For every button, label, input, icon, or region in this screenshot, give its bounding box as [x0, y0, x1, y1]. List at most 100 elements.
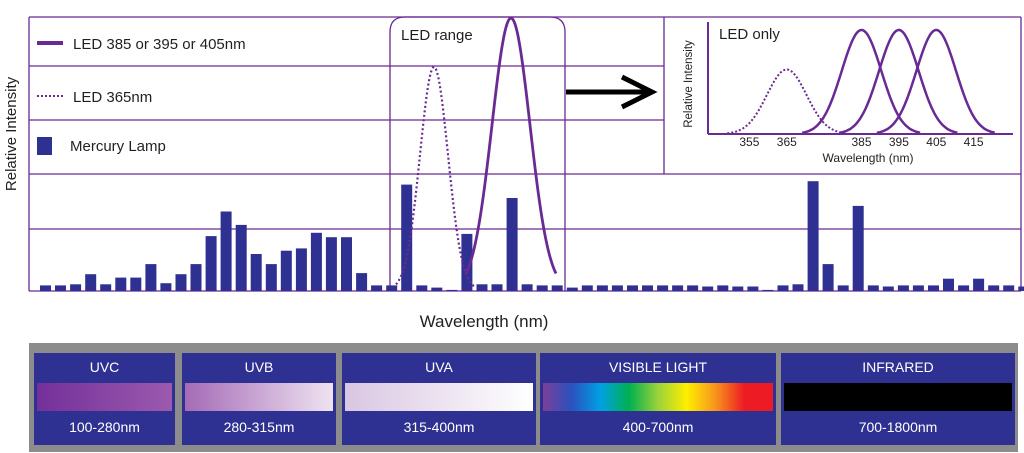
chart-grid	[28, 16, 1022, 292]
mercury-bar	[581, 285, 593, 291]
band-gradient	[543, 383, 773, 411]
mercury-bar	[310, 232, 322, 291]
band-range: 315-400nm	[403, 419, 475, 435]
mercury-bar	[250, 254, 262, 291]
mercury-bar	[190, 264, 202, 291]
inset-title: LED only	[719, 26, 780, 43]
mercury-bar	[386, 285, 398, 291]
band-title: INFRARED	[862, 359, 934, 375]
mercury-bar	[551, 285, 563, 291]
mercury-bar	[70, 284, 82, 291]
inset-ylabel: Relative Intensity	[683, 40, 695, 128]
mercury-bar	[943, 278, 954, 291]
mercury-bar	[55, 285, 66, 291]
mercury-bar	[657, 285, 669, 291]
y-axis-label: Relative Intensity	[3, 76, 20, 191]
mercury-bar	[747, 286, 759, 291]
mercury-bar	[717, 285, 729, 291]
led-range-label: LED range	[401, 27, 473, 44]
band-gradient	[185, 383, 333, 411]
mercury-bar	[882, 286, 894, 291]
band-uva: UVA 315-400nm	[342, 353, 536, 445]
mercury-bar	[822, 264, 834, 291]
band-title: UVB	[244, 359, 274, 375]
mercury-bar	[897, 285, 909, 291]
mercury-bar	[130, 277, 142, 291]
band-range: 700-1800nm	[858, 419, 938, 435]
inset-tick-label: 355	[739, 135, 759, 149]
led-365-curve	[395, 65, 477, 289]
led-385-395-405-curve	[464, 16, 558, 275]
mercury-bar	[627, 285, 638, 291]
mercury-bar	[371, 285, 383, 291]
inset-curve-365	[727, 68, 846, 135]
band-infrared: INFRARED 700-1800nm	[781, 353, 1015, 445]
inset-curve-385	[801, 28, 921, 135]
mercury-bar	[40, 285, 51, 291]
mercury-bar	[867, 285, 879, 291]
mercury-bar	[521, 284, 533, 291]
inset-tick-label: 395	[889, 135, 909, 149]
mercury-bar	[401, 184, 413, 291]
mercury-bar	[461, 233, 473, 291]
legend-label: Mercury Lamp	[70, 138, 166, 155]
mercury-bar	[536, 285, 548, 291]
mercury-bar	[807, 181, 819, 291]
band-range: 100-280nm	[69, 419, 140, 435]
mercury-bar	[491, 284, 503, 291]
mercury-bar	[100, 284, 112, 291]
mercury-bar	[1018, 286, 1024, 291]
band-range: 280-315nm	[223, 419, 295, 435]
legend-label: LED 365nm	[73, 89, 152, 106]
mercury-bar	[280, 250, 292, 291]
led-range-box	[389, 16, 566, 291]
band-range: 400-700nm	[622, 419, 694, 435]
mercury-bar	[687, 285, 699, 291]
mercury-bar	[446, 289, 458, 291]
inset-xlabel: Wavelength (nm)	[823, 151, 914, 165]
band-gradient	[345, 383, 533, 411]
mercury-bar	[476, 284, 488, 291]
inset-curve-395	[839, 28, 958, 135]
mercury-bar	[325, 237, 337, 291]
mercury-bar	[958, 285, 970, 291]
mercury-bar	[1003, 285, 1015, 291]
mercury-bar	[702, 286, 714, 291]
mercury-bar	[416, 285, 428, 291]
mercury-bar	[235, 224, 247, 291]
mercury-bar	[672, 285, 684, 291]
mercury-bar	[160, 283, 172, 291]
spectrum-chart: LED 385 or 395 or 405nm LED 365nm Mercury …	[3, 16, 1024, 331]
mercury-bar	[265, 264, 277, 291]
band-gradient	[37, 383, 172, 411]
band-visible-light: VISIBLE LIGHT 400-700nm	[540, 353, 776, 445]
mercury-bar	[220, 211, 232, 291]
mercury-bar	[777, 285, 789, 291]
mercury-bar	[295, 248, 307, 291]
band-title: UVC	[89, 359, 120, 375]
band-title: UVA	[425, 359, 453, 375]
mercury-bar	[928, 285, 939, 291]
mercury-bar	[988, 285, 1000, 291]
inset-tick-label: 415	[964, 135, 984, 149]
mercury-bar	[792, 284, 804, 291]
band-uvb: UVB 280-315nm	[182, 353, 336, 445]
band-title: VISIBLE LIGHT	[608, 359, 708, 375]
mercury-bar	[852, 205, 864, 291]
mercury-bar	[205, 236, 217, 291]
mercury-bar	[912, 285, 924, 291]
arrow-icon	[566, 74, 658, 110]
mercury-bar	[85, 274, 97, 291]
mercury-bar	[837, 285, 849, 291]
inset-chart: LED only Relative Intensity Wavelength (…	[683, 22, 1013, 165]
inset-tick-label: 405	[926, 135, 946, 149]
mercury-bar	[973, 278, 985, 291]
mercury-bars	[40, 181, 1024, 291]
mercury-bar	[566, 287, 578, 291]
legend-square-icon	[37, 137, 52, 155]
legend-label: LED 385 or 395 or 405nm	[73, 36, 246, 53]
inset-curve-405	[876, 28, 996, 135]
mercury-bar	[506, 198, 518, 291]
mercury-bar	[341, 237, 352, 291]
mercury-bar	[762, 289, 774, 291]
